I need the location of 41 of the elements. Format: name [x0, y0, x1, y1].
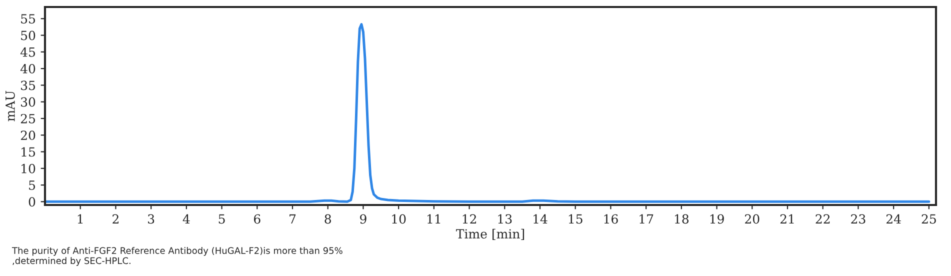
y-tick-label: 20 — [20, 130, 36, 140]
x-tick-label: 16 — [604, 214, 618, 224]
x-tick-label: 17 — [640, 214, 654, 224]
x-tick-label: 12 — [462, 214, 476, 224]
x-tick-label: 11 — [428, 214, 440, 224]
y-tick-label: 40 — [20, 64, 36, 74]
y-tick-label: 25 — [20, 114, 36, 124]
y-tick-label: 50 — [21, 30, 36, 40]
x-tick-label: 2 — [112, 214, 118, 224]
x-tick-label: 15 — [568, 214, 582, 224]
x-tick-label: 18 — [675, 214, 689, 224]
x-tick-label: 21 — [780, 214, 794, 224]
x-tick-label: 1 — [78, 214, 83, 224]
x-tick-label: 14 — [534, 214, 548, 224]
text: The purity of Anti-FGF2 Reference Antibody (HuGAL-F2)is more than 95% ,determined by SEC-HPLC. — [12, 247, 342, 266]
x-tick-label: 5 — [218, 214, 225, 224]
y-tick-label: 15 — [22, 147, 36, 157]
x-tick-label: 6 — [254, 214, 260, 224]
x-tick-label: 10 — [392, 214, 406, 224]
y-tick-label: 55 — [21, 14, 36, 24]
y-tick-label: 10 — [22, 164, 36, 174]
y-tick-label: 5 — [29, 180, 36, 190]
x-tick-label: 22 — [816, 214, 830, 224]
x-tick-label: 3 — [148, 214, 154, 224]
x-axis-title: Time [min] — [456, 228, 524, 240]
y-tick-label: 30 — [21, 97, 36, 107]
x-tick-label: 24 — [886, 214, 901, 224]
x-tick-label: 25 — [922, 214, 936, 224]
x-tick-label: 19 — [710, 214, 724, 224]
y-tick-label: 0 — [28, 197, 36, 207]
x-tick-label: 7 — [290, 214, 296, 224]
y-axis-title: mAU — [6, 90, 15, 122]
x-tick-label: 8 — [324, 214, 331, 224]
line-series — [45, 23, 930, 203]
x-tick-label: 20 — [745, 214, 760, 224]
y-tick-label: 35 — [21, 80, 36, 90]
x-tick-label: 4 — [182, 214, 190, 224]
y-tick-label: 45 — [20, 47, 36, 57]
x-tick-label: 13 — [498, 214, 512, 224]
x-tick-label: 23 — [851, 214, 866, 224]
x-tick-label: 9 — [360, 214, 366, 224]
